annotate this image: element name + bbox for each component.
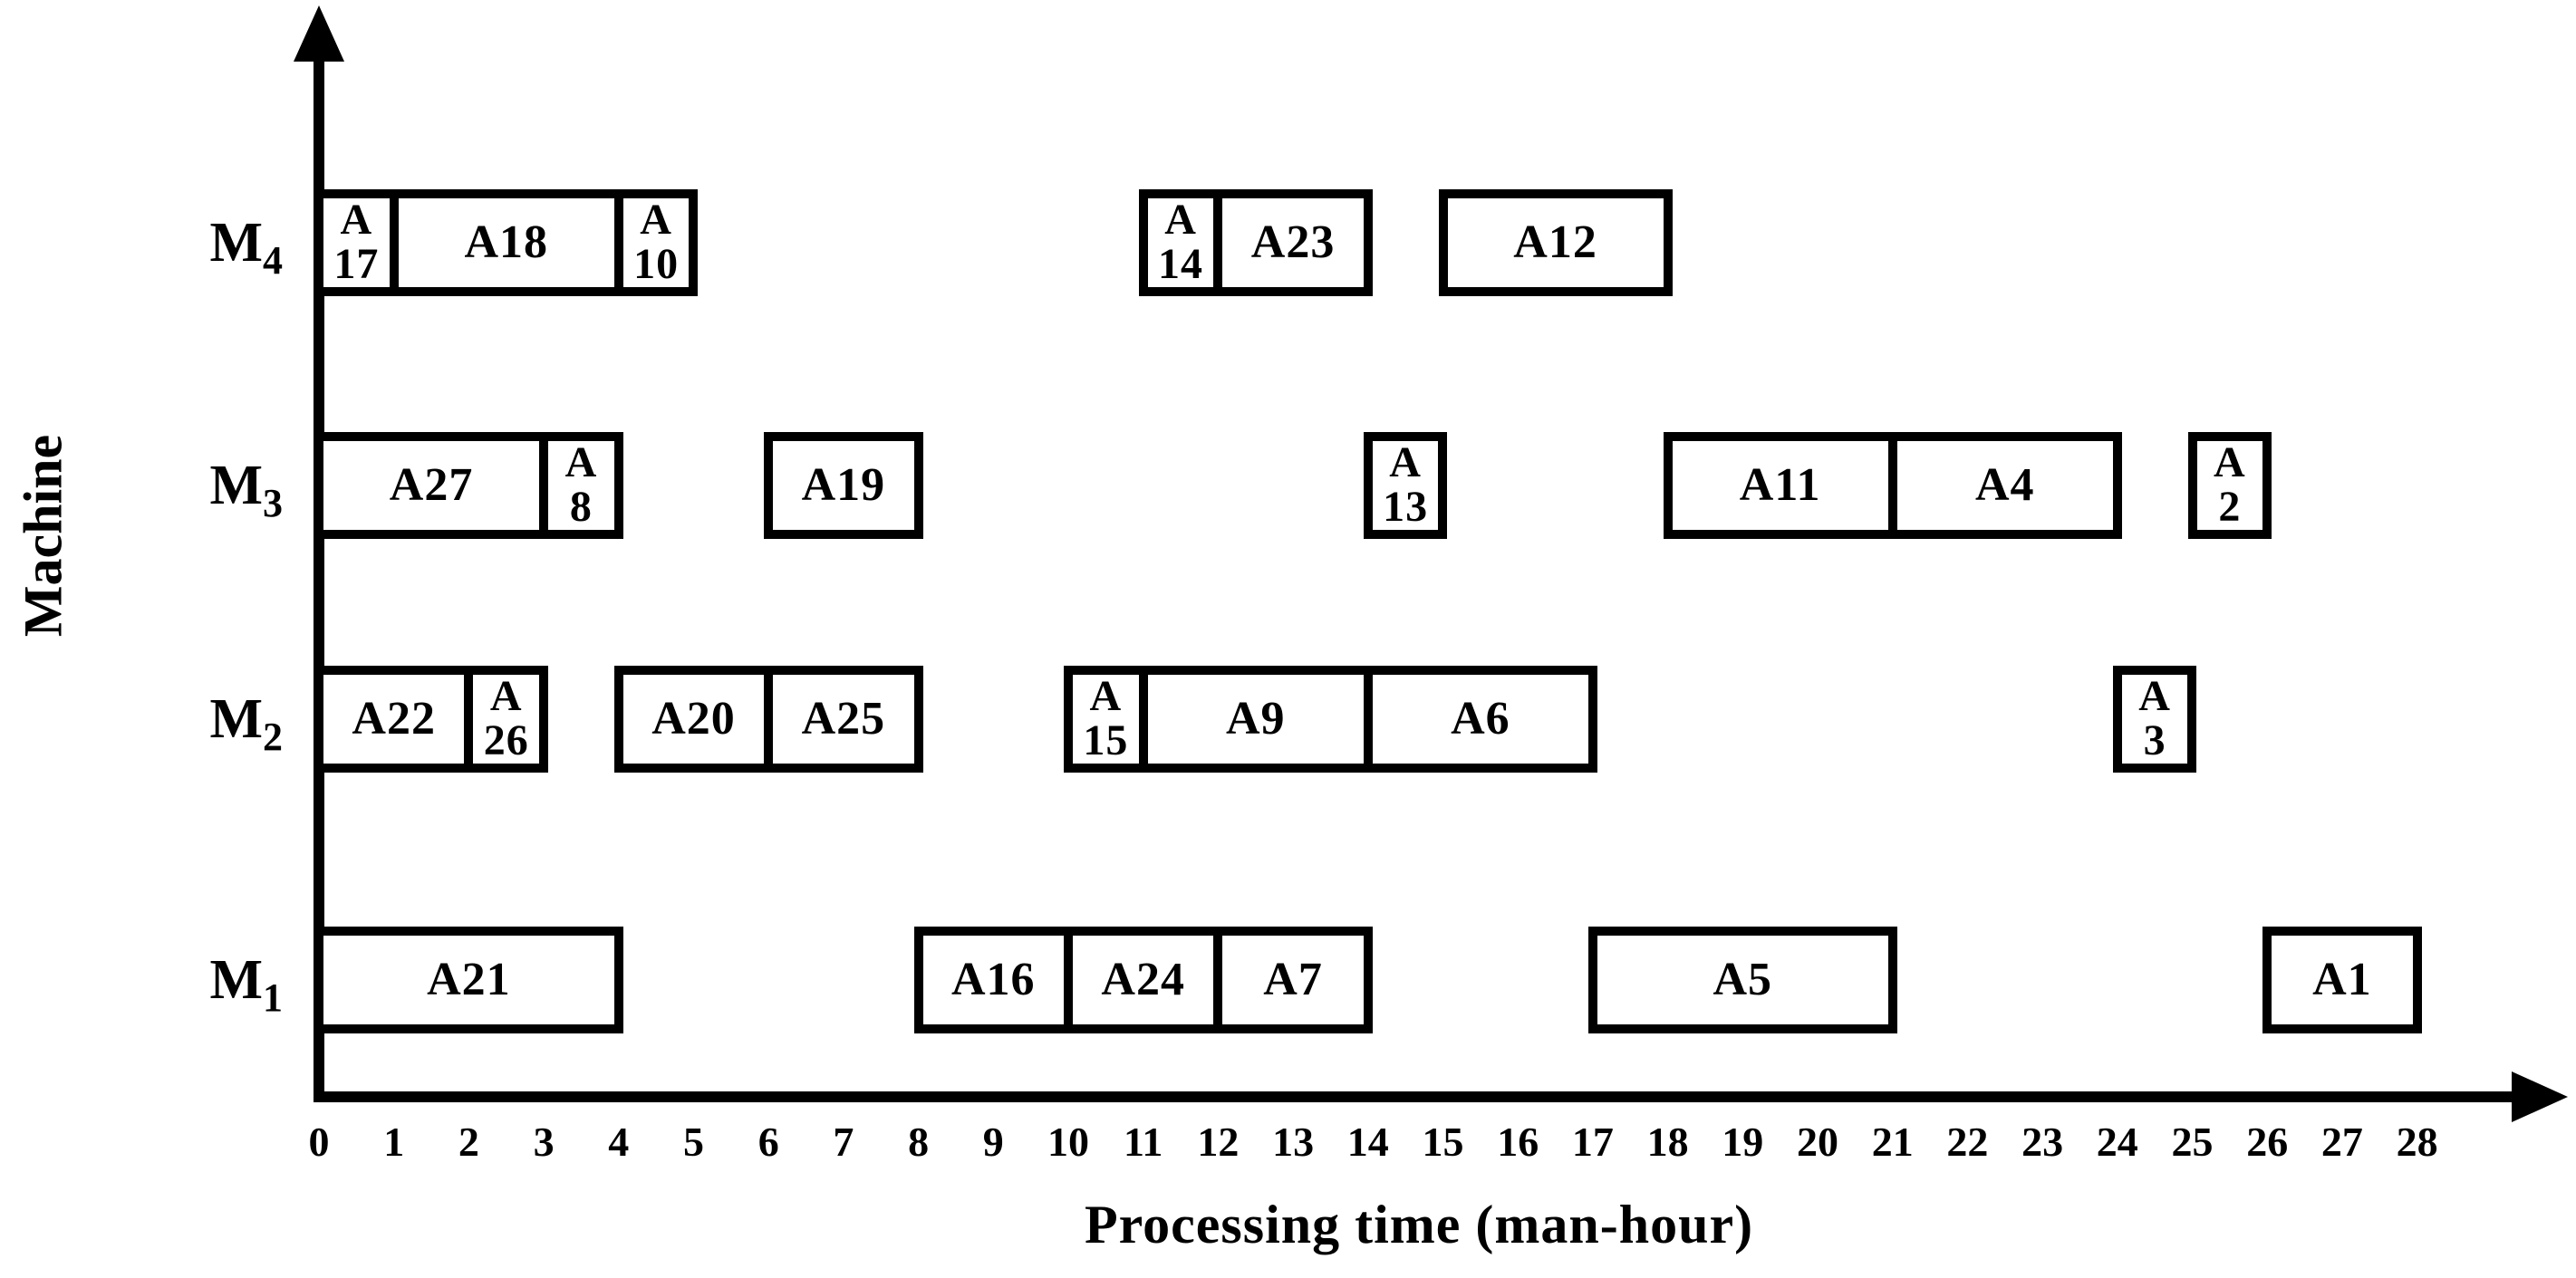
task-bar-a24: A24 — [1064, 927, 1223, 1033]
task-bar-a6: A6 — [1363, 666, 1597, 773]
task-label: A 14 — [1158, 196, 1204, 288]
task-label: A16 — [951, 954, 1036, 1006]
task-bar-a14: A 14 — [1138, 189, 1223, 296]
x-tick-label-7: 7 — [833, 1119, 854, 1165]
task-bar-a13: A 13 — [1363, 432, 1448, 539]
task-label: A 13 — [1383, 438, 1429, 531]
x-tick-label-4: 4 — [608, 1119, 630, 1165]
x-tick-label-21: 21 — [1871, 1119, 1914, 1165]
task-bar-a11: A11 — [1663, 432, 1897, 539]
task-label: A12 — [1513, 216, 1597, 269]
x-tick-label-28: 28 — [2396, 1119, 2438, 1165]
task-bar-a15: A 15 — [1064, 666, 1148, 773]
x-tick-label-16: 16 — [1497, 1119, 1539, 1165]
task-label: A23 — [1250, 216, 1336, 269]
task-label: A 17 — [333, 196, 380, 288]
task-bar-a26: A 26 — [464, 666, 549, 773]
task-label: A5 — [1713, 954, 1773, 1006]
x-axis-title: Processing time (man-hour) — [1084, 1195, 1754, 1254]
x-tick-label-25: 25 — [2171, 1119, 2214, 1165]
x-tick-label-2: 2 — [458, 1119, 479, 1165]
x-tick-label-1: 1 — [383, 1119, 405, 1165]
x-tick-label-8: 8 — [908, 1119, 930, 1165]
task-bar-a25: A25 — [764, 666, 923, 773]
task-label: A19 — [801, 459, 886, 512]
task-bar-a7: A7 — [1213, 927, 1373, 1033]
x-axis-arrow-icon — [2512, 1071, 2568, 1122]
task-bar-a22: A22 — [314, 666, 474, 773]
task-bar-a20: A20 — [613, 666, 774, 773]
x-tick-label-18: 18 — [1646, 1119, 1689, 1165]
x-tick-label-19: 19 — [1722, 1119, 1764, 1165]
task-label: A6 — [1451, 693, 1510, 745]
x-tick-label-12: 12 — [1197, 1119, 1240, 1165]
x-tick-label-9: 9 — [982, 1119, 1004, 1165]
task-bar-a5: A5 — [1587, 927, 1897, 1033]
x-tick-label-15: 15 — [1422, 1119, 1464, 1165]
task-bar-a12: A12 — [1438, 189, 1673, 296]
x-axis-line — [314, 1091, 2513, 1102]
task-label: A 10 — [633, 196, 680, 288]
y-axis-arrow-icon — [294, 5, 344, 62]
x-tick-label-23: 23 — [2021, 1119, 2064, 1165]
machine-label-m3: M3 — [209, 455, 283, 525]
task-bar-a17: A 17 — [314, 189, 399, 296]
x-tick-label-20: 20 — [1797, 1119, 1838, 1165]
task-bar-a27: A27 — [314, 432, 549, 539]
x-tick-label-17: 17 — [1571, 1119, 1614, 1165]
task-bar-a21: A21 — [314, 927, 623, 1033]
machine-label-m4: M4 — [209, 212, 283, 283]
machine-label-m2: M2 — [209, 688, 283, 759]
task-label: A25 — [801, 693, 886, 745]
task-label: A24 — [1101, 954, 1185, 1006]
task-label: A4 — [1974, 459, 2035, 512]
x-tick-label-6: 6 — [757, 1119, 779, 1165]
x-tick-label-3: 3 — [533, 1119, 555, 1165]
task-label: A 15 — [1083, 672, 1129, 764]
task-label: A21 — [427, 954, 511, 1006]
task-label: A27 — [389, 459, 474, 512]
task-label: A18 — [464, 216, 549, 269]
task-label: A9 — [1225, 693, 1286, 745]
x-tick-label-24: 24 — [2096, 1119, 2138, 1165]
x-tick-label-5: 5 — [683, 1119, 704, 1165]
task-bar-a23: A23 — [1213, 189, 1373, 296]
task-bar-a4: A4 — [1887, 432, 2122, 539]
task-bar-a16: A16 — [913, 927, 1073, 1033]
x-tick-label-10: 10 — [1047, 1119, 1089, 1165]
task-label: A20 — [651, 693, 736, 745]
task-label: A 26 — [483, 672, 529, 764]
x-tick-label-22: 22 — [1946, 1119, 1989, 1165]
task-bar-a1: A1 — [2262, 927, 2422, 1033]
x-tick-label-13: 13 — [1272, 1119, 1315, 1165]
x-tick-label-14: 14 — [1346, 1119, 1389, 1165]
task-label: A22 — [352, 693, 436, 745]
machine-label-m1: M1 — [209, 949, 283, 1020]
x-tick-label-27: 27 — [2320, 1119, 2363, 1165]
task-label: A7 — [1263, 954, 1323, 1006]
x-tick-label-0: 0 — [308, 1119, 330, 1165]
task-label: A11 — [1739, 459, 1821, 512]
y-axis-line — [314, 43, 324, 1102]
x-tick-label-26: 26 — [2246, 1119, 2289, 1165]
task-bar-a9: A9 — [1138, 666, 1373, 773]
task-bar-a19: A19 — [764, 432, 923, 539]
task-bar-a10: A 10 — [613, 189, 699, 296]
task-bar-a18: A18 — [389, 189, 623, 296]
x-tick-label-11: 11 — [1123, 1119, 1163, 1165]
task-label: A1 — [2312, 954, 2372, 1006]
